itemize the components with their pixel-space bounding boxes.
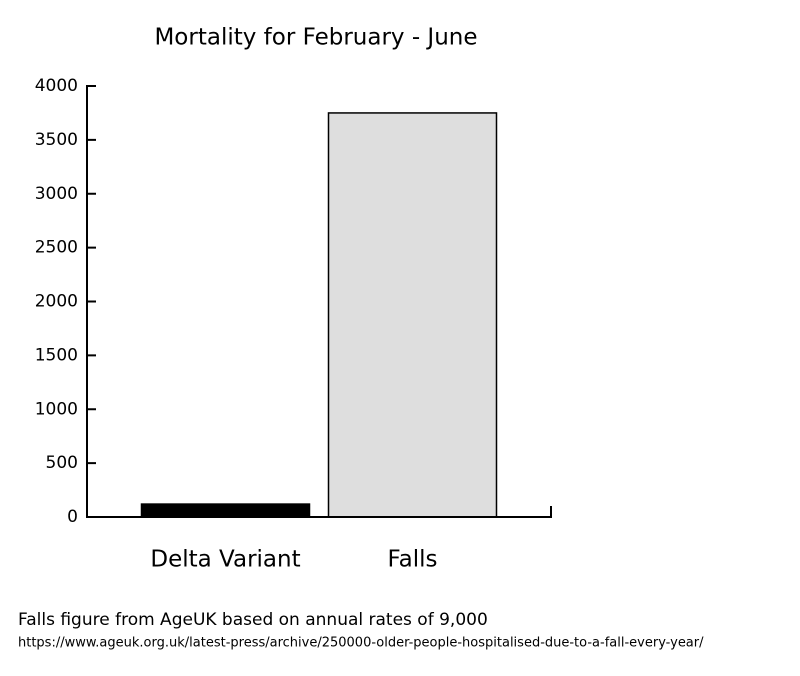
y-tick-label: 500 [46, 453, 78, 473]
bar [140, 503, 311, 518]
source-url: https://www.ageuk.org.uk/latest-press/ar… [18, 636, 704, 651]
y-tick-label: 1000 [35, 399, 78, 419]
y-tick-label: 1500 [35, 345, 78, 365]
x-tick-label: Falls [388, 547, 438, 573]
y-tick-label: 2500 [35, 238, 78, 258]
y-tick-label: 3500 [35, 130, 78, 150]
footnote: Falls figure from AgeUK based on annual … [18, 610, 488, 630]
chart-title: Mortality for February - June [154, 25, 477, 51]
x-tick-label: Delta Variant [150, 547, 300, 573]
bar [327, 112, 498, 518]
y-tick-label: 4000 [35, 76, 78, 96]
y-tick-label: 0 [67, 507, 78, 527]
y-tick-label: 3000 [35, 184, 78, 204]
y-tick-label: 2000 [35, 292, 78, 312]
